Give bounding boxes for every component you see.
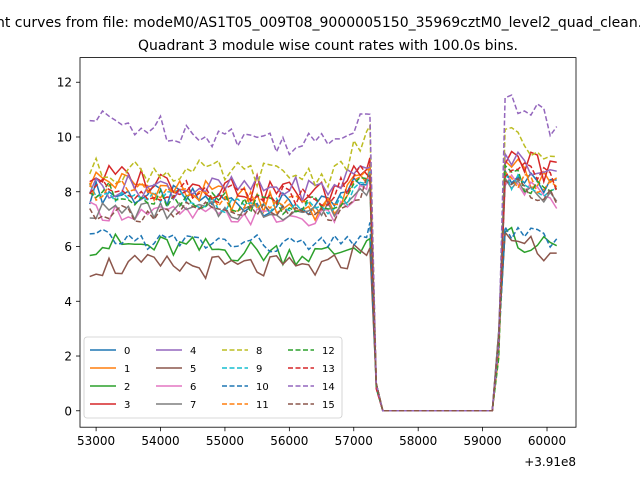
- x-tick-label: 59000: [464, 434, 502, 448]
- x-tick-label: 57000: [335, 434, 373, 448]
- x-offset-label: +3.91e8: [524, 455, 576, 469]
- legend-label-7: 7: [190, 400, 196, 411]
- legend-label-10: 10: [256, 382, 269, 393]
- legend-label-13: 13: [322, 364, 335, 375]
- series-line-15: [89, 174, 558, 412]
- x-tick-label: 55000: [206, 434, 244, 448]
- legend-label-6: 6: [190, 382, 196, 393]
- axes-frame: [79, 57, 577, 428]
- x-tick-label: 60000: [528, 434, 566, 448]
- legend-label-5: 5: [190, 364, 196, 375]
- series-line-14: [89, 94, 558, 412]
- x-tick-label: 56000: [270, 434, 308, 448]
- y-axis: 0 2 4 6 8 10 12: [57, 76, 80, 418]
- legend-label-2: 2: [124, 382, 130, 393]
- legend-box: [83, 336, 343, 419]
- legend-label-11: 11: [256, 400, 269, 411]
- figure-suptitle: Light curves from file: modeM0/AS1T05_00…: [0, 15, 640, 31]
- legend-label-0: 0: [124, 346, 130, 357]
- x-tick-label: 58000: [399, 434, 437, 448]
- chart-title: Quadrant 3 module wise count rates with …: [138, 38, 518, 54]
- y-tick-label: 12: [57, 76, 72, 90]
- x-axis: 53000 54000 55000 56000 57000 58000 59000 60000: [77, 427, 566, 448]
- y-tick-label: 6: [64, 240, 72, 254]
- series-layer: [88, 94, 558, 412]
- y-tick-label: 4: [64, 295, 72, 309]
- series-line-12: [89, 163, 558, 412]
- x-tick-label: 53000: [77, 434, 115, 448]
- legend-label-15: 15: [322, 400, 335, 411]
- legend-label-4: 4: [190, 346, 196, 357]
- legend-label-12: 12: [322, 346, 335, 357]
- series-line-9: [89, 170, 557, 412]
- y-tick-label: 8: [64, 185, 72, 199]
- legend-label-3: 3: [124, 400, 130, 411]
- legend-label-8: 8: [256, 346, 262, 357]
- y-tick-label: 10: [57, 130, 72, 144]
- series-line-13: [89, 162, 558, 412]
- y-tick-label: 0: [64, 404, 72, 418]
- legend-label-9: 9: [256, 364, 262, 375]
- x-tick-label: 54000: [141, 434, 179, 448]
- legend-label-1: 1: [124, 364, 130, 375]
- legend-label-14: 14: [322, 382, 335, 393]
- y-tick-label: 2: [64, 350, 72, 364]
